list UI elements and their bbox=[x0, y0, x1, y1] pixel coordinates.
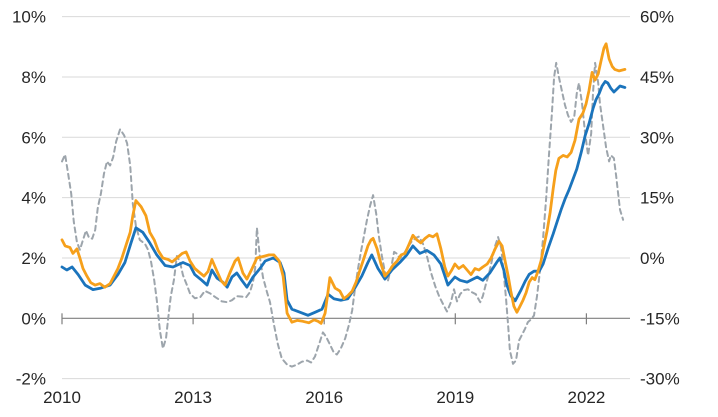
y-axis-left-tick-label: 2% bbox=[21, 249, 46, 268]
x-axis-year-label: 2022 bbox=[567, 388, 605, 407]
y-axis-left-tick-label: 4% bbox=[21, 189, 46, 208]
x-axis-year-label: 2010 bbox=[43, 388, 81, 407]
y-axis-right-tick-label: 30% bbox=[640, 128, 674, 147]
y-axis-right-tick-label: 0% bbox=[640, 249, 665, 268]
x-axis-year-label: 2013 bbox=[174, 388, 212, 407]
y-axis-right-tick-label: 45% bbox=[640, 68, 674, 87]
x-axis-year-label: 2019 bbox=[436, 388, 474, 407]
y-axis-right-tick-label: 60% bbox=[640, 8, 674, 27]
y-axis-left-tick-label: 0% bbox=[21, 309, 46, 328]
series-gray-dashed-line bbox=[61, 61, 625, 368]
y-axis-left-tick-label: 8% bbox=[21, 68, 46, 87]
y-axis-left-tick-label: 6% bbox=[21, 128, 46, 147]
x-axis-year-label: 2016 bbox=[305, 388, 343, 407]
series-blue-solid-line bbox=[60, 80, 627, 317]
y-axis-left-tick-label: 10% bbox=[12, 8, 46, 27]
y-axis-right-tick-label: -15% bbox=[640, 309, 680, 328]
series-orange-solid-line bbox=[60, 42, 627, 325]
y-axis-right-tick-label: 15% bbox=[640, 189, 674, 208]
y-axis-right-tick-label: -30% bbox=[640, 370, 680, 389]
y-axis-left-tick-label: -2% bbox=[16, 370, 46, 389]
